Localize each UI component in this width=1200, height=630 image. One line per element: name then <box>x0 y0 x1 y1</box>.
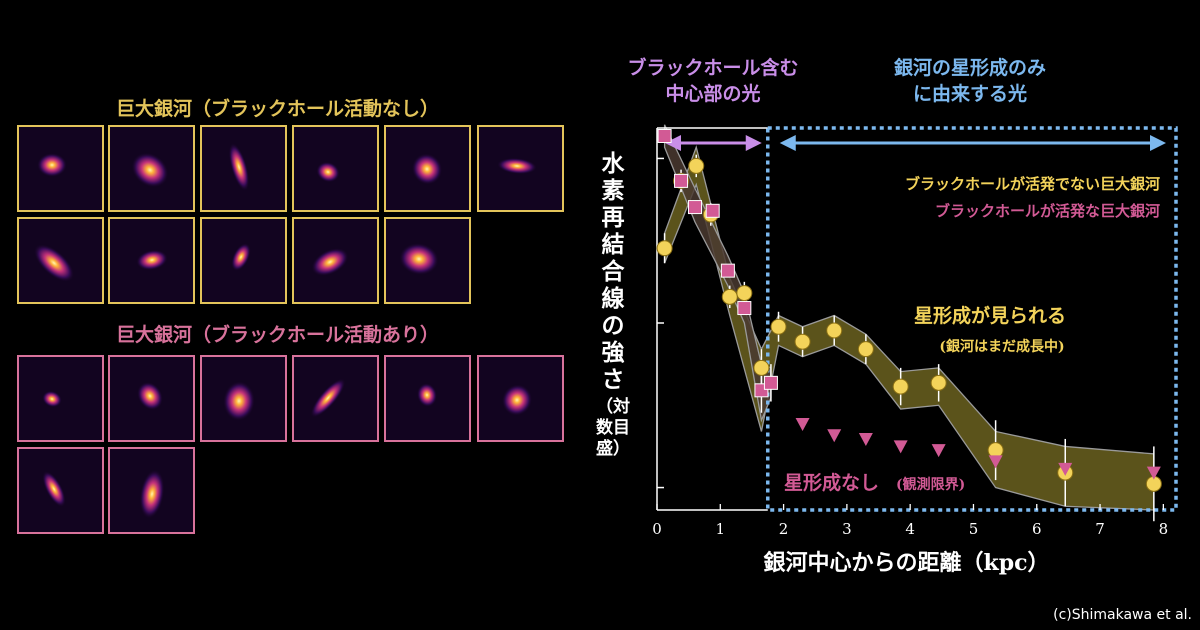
quiescent-data-point <box>794 333 811 350</box>
quiescent-galaxy-thumbnail <box>384 125 471 212</box>
inner-region-label-line2: 中心部の光 <box>665 83 761 105</box>
y-axis-label: 水素再結合線の強さ （対数目盛） <box>596 150 630 460</box>
no-sf-annotation: 星形成なし <box>784 471 879 494</box>
quiescent-galaxy-thumbnail <box>108 125 195 212</box>
x-tick-label: 6 <box>1032 520 1042 538</box>
inner-region-label: ブラックホール含む 中心部の光 <box>598 55 828 107</box>
outer-region-arrow-right-head <box>1150 135 1166 151</box>
quiescent-data-point <box>892 378 909 395</box>
x-tick-label: 5 <box>969 520 979 538</box>
active-data-point <box>657 129 672 143</box>
active-galaxy-thumbnail <box>292 355 379 442</box>
active-galaxy-thumbnail <box>384 355 471 442</box>
x-tick-label: 7 <box>1095 520 1105 538</box>
quiescent-data-point <box>688 157 705 174</box>
x-tick-label: 2 <box>779 520 789 538</box>
no-sf-annotation-sub: (観測限界) <box>896 476 965 493</box>
quiescent-data-point <box>826 322 843 339</box>
active-data-point <box>687 200 702 215</box>
quiescent-data-point <box>753 359 770 376</box>
quiescent-galaxy-thumbnail <box>200 125 287 212</box>
quiescent-galaxy-thumbnail <box>108 217 195 304</box>
active-data-point <box>763 375 778 390</box>
active-data-point <box>720 263 735 278</box>
quiescent-galaxy-thumbnail <box>292 125 379 212</box>
quiescent-data-point <box>930 374 947 391</box>
active-galaxy-thumbnail <box>17 447 104 534</box>
outer-region-label-line1: 銀河の星形成のみ <box>893 57 1046 79</box>
active-data-point <box>737 301 752 316</box>
quiescent-data-point <box>656 240 673 257</box>
upper-limit-marker <box>988 455 1003 469</box>
active-galaxy-thumbnail <box>200 355 287 442</box>
inner-region-arrow-right-head <box>745 135 762 151</box>
active-group-title: 巨大銀河（ブラックホール活動あり） <box>116 324 440 346</box>
x-tick-label: 0 <box>652 520 662 538</box>
quiescent-group-title: 巨大銀河（ブラックホール活動なし） <box>116 98 440 120</box>
active-galaxy-thumbnail <box>108 447 195 534</box>
quiescent-galaxy-thumbnail <box>17 125 104 212</box>
active-data-point <box>674 173 689 188</box>
active-data-point <box>705 203 720 218</box>
sf-annotation-sub: (銀河はまだ成長中) <box>939 338 1064 355</box>
outer-region-box <box>766 126 1178 512</box>
image-credit: (c)Shimakawa et al. <box>1053 607 1192 623</box>
inner-region-arrow-left-head <box>665 135 681 151</box>
outer-region-label-line2: に由来する光 <box>912 83 1027 105</box>
upper-limit-marker <box>795 417 810 431</box>
quiescent-data-point <box>721 288 738 305</box>
quiescent-galaxy-thumbnail <box>200 217 287 304</box>
quiescent-data-point <box>857 341 874 358</box>
quiescent-galaxy-thumbnail <box>477 125 564 212</box>
x-tick-label: 1 <box>716 520 726 538</box>
x-axis-label: 銀河中心からの距離（kpc） <box>763 550 1049 576</box>
outer-region-arrow-left-head <box>779 135 796 151</box>
legend-active: ブラックホールが活発な巨大銀河 <box>935 202 1160 220</box>
inner-region-label-line1: ブラックホール含む <box>627 57 799 79</box>
quiescent-data-point <box>770 318 787 335</box>
sf-annotation: 星形成が見られる <box>914 304 1066 327</box>
upper-limit-marker <box>1146 466 1161 480</box>
x-tick-label: 4 <box>905 520 915 538</box>
quiescent-galaxy-thumbnail <box>384 217 471 304</box>
x-tick-label: 3 <box>842 520 852 538</box>
y-axis-label-main: 水素再結合線の強さ <box>601 150 625 393</box>
quiescent-galaxy-thumbnail <box>17 217 104 304</box>
outer-region-label: 銀河の星形成のみ に由来する光 <box>845 55 1095 107</box>
x-tick-label: 8 <box>1159 520 1169 538</box>
upper-limit-marker <box>827 429 842 443</box>
upper-limit-marker <box>893 440 908 454</box>
upper-limit-marker <box>931 444 946 458</box>
active-galaxy-thumbnail <box>477 355 564 442</box>
active-galaxy-thumbnail <box>108 355 195 442</box>
quiescent-galaxy-thumbnail <box>292 217 379 304</box>
active-band <box>663 124 772 423</box>
legend-quiescent: ブラックホールが活発でない巨大銀河 <box>905 175 1160 193</box>
y-axis-label-sub: （対数目盛） <box>596 397 630 459</box>
active-galaxy-thumbnail <box>17 355 104 442</box>
upper-limit-marker <box>858 432 873 446</box>
upper-limit-marker <box>1058 462 1073 476</box>
quiescent-data-point <box>736 285 753 302</box>
